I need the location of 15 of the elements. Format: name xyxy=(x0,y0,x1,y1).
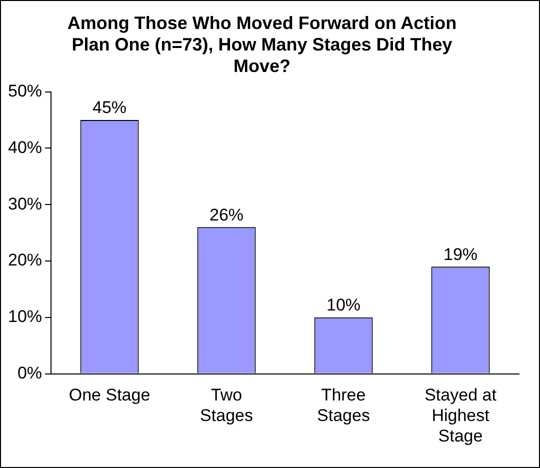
y-tick-label: 40% xyxy=(8,138,42,157)
y-tick-label: 10% xyxy=(8,307,42,326)
y-tick-label: 50% xyxy=(8,81,42,100)
data-label: 26% xyxy=(210,205,244,224)
y-tick-label: 20% xyxy=(8,250,42,270)
y-tick-label: 30% xyxy=(8,194,42,214)
x-tick-label: Three Stages xyxy=(317,386,370,426)
x-tick-label: Stayed at Highest Stage xyxy=(424,386,497,446)
x-tick-label: One Stage xyxy=(68,386,150,405)
data-label: 45% xyxy=(92,98,127,118)
data-label: 19% xyxy=(443,244,478,264)
data-label: 10% xyxy=(326,296,361,315)
x-tick-label: Two Stages xyxy=(200,386,253,426)
chart-title: Among Those Who Moved Forward on Action Plan One (n=73), How Many Stages Did They Move? xyxy=(67,12,457,76)
y-tick-label: 0% xyxy=(17,363,42,382)
